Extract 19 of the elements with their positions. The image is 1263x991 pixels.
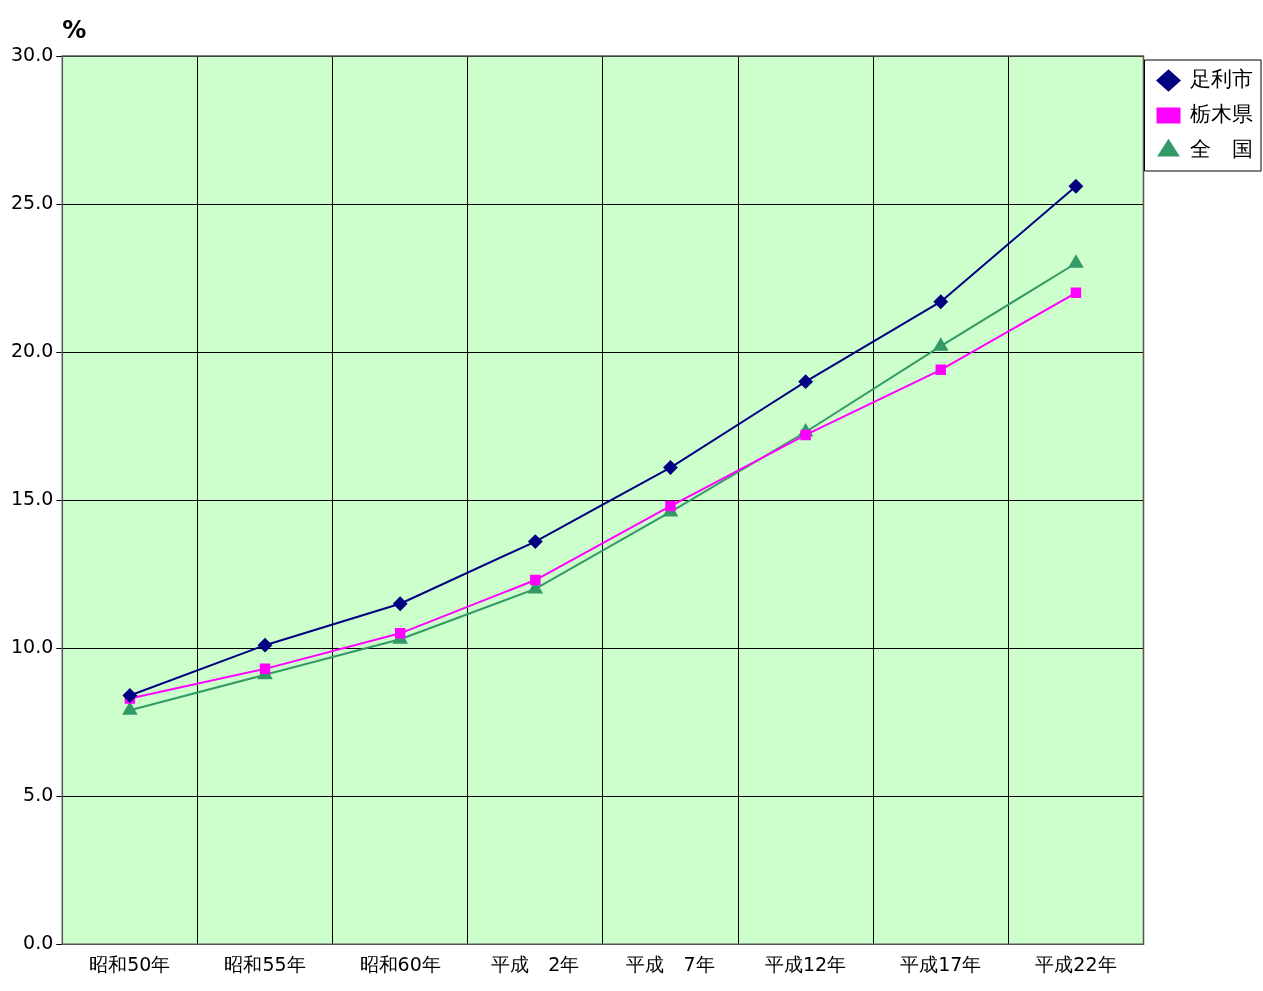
legend-label: 全 国 bbox=[1190, 136, 1253, 161]
x-tick-label: 平成 7年 bbox=[626, 952, 715, 975]
x-tick-label: 昭和60年 bbox=[359, 952, 441, 975]
y-tick-label: 20.0 bbox=[10, 339, 54, 361]
y-tick-label: 0.0 bbox=[23, 931, 54, 954]
x-tick-label: 平成 2年 bbox=[491, 952, 580, 975]
y-tick-label: 25.0 bbox=[10, 190, 54, 213]
y-tick-label: 10.0 bbox=[10, 635, 54, 658]
legend-label: 足利市 bbox=[1190, 66, 1253, 91]
x-tick-label: 平成12年 bbox=[765, 952, 847, 975]
y-tick-label: 30.0 bbox=[10, 42, 54, 65]
y-axis-title: % bbox=[62, 16, 87, 45]
y-tick-label: 15.0 bbox=[10, 487, 54, 510]
x-tick-label: 昭和55年 bbox=[224, 952, 306, 975]
y-tick-label: 5.0 bbox=[23, 783, 54, 806]
x-tick-label: 平成17年 bbox=[900, 952, 982, 975]
legend-label: 栃木県 bbox=[1190, 101, 1253, 126]
x-tick-label: 昭和50年 bbox=[89, 952, 171, 975]
x-tick-label: 平成22年 bbox=[1035, 952, 1117, 975]
